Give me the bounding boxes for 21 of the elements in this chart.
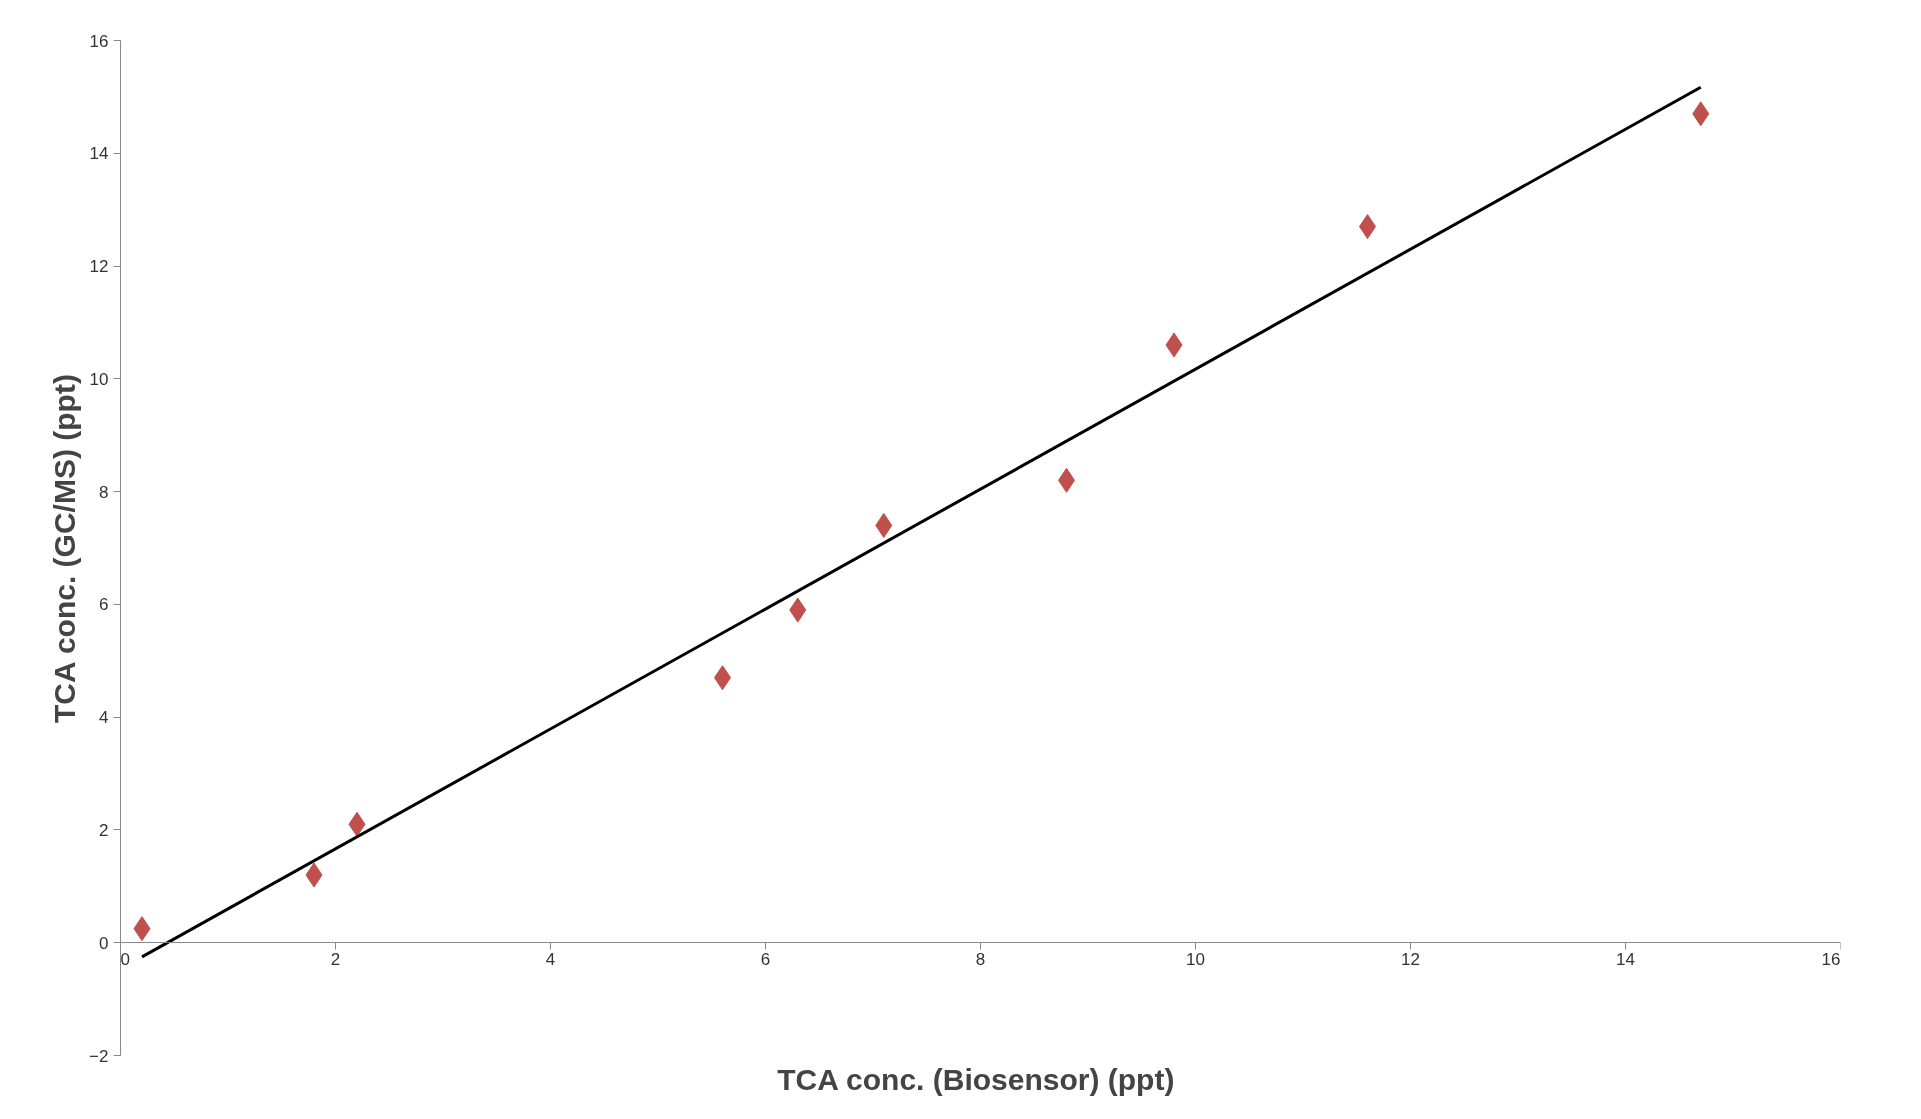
y-tick-label: 10	[89, 369, 109, 389]
y-tick-label: 4	[99, 708, 109, 728]
y-tick-label: 8	[99, 482, 109, 502]
x-tick-label: 16	[1821, 949, 1841, 969]
x-tick-label: 8	[975, 949, 986, 969]
x-tick-label: 12	[1401, 949, 1420, 969]
x-tick-label: 14	[1616, 949, 1635, 969]
x-axis-title: TCA conc. (Biosensor) (ppt)	[777, 1062, 1175, 1096]
x-tick-label: 6	[760, 949, 771, 969]
x-tick-label: 0	[120, 949, 130, 969]
y-tick-label: 2	[99, 820, 109, 840]
x-tick-label: 4	[545, 949, 556, 969]
y-tick-label: 0	[99, 933, 109, 953]
y-tick-label: 12	[89, 257, 109, 277]
y-tick-label: 14	[89, 144, 109, 164]
y-axis-title: TCA conc. (GC/MS) (ppt)	[48, 374, 82, 723]
y-tick-label: 16	[89, 31, 109, 51]
y-tick-label: 6	[99, 595, 109, 615]
y-tick-label: −2	[89, 1046, 109, 1066]
x-tick-label: 2	[330, 949, 341, 969]
x-tick-label: 10	[1186, 949, 1205, 969]
